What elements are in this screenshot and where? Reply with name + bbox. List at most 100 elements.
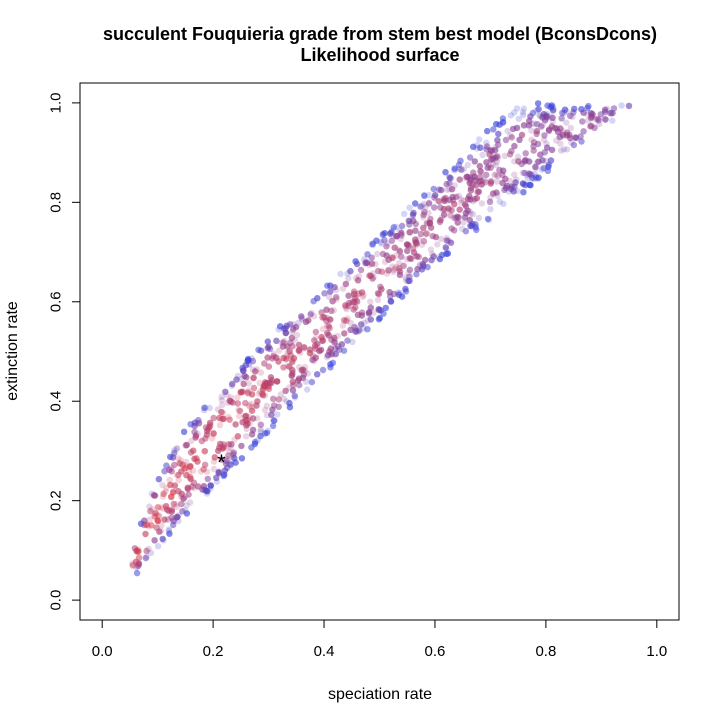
scatter-point <box>203 468 211 475</box>
scatter-point <box>539 114 546 121</box>
scatter-point <box>287 339 294 346</box>
scatter-point <box>178 468 185 475</box>
scatter-point <box>187 474 194 481</box>
scatter-point <box>257 347 265 354</box>
scatter-point <box>225 452 232 459</box>
scatter-point <box>534 121 541 128</box>
scatter-point <box>324 329 331 337</box>
scatter-point <box>496 166 503 174</box>
y-tick-label: 0.4 <box>48 391 65 412</box>
scatter-point <box>570 141 578 149</box>
scatter-point <box>268 376 275 384</box>
scatter-point <box>270 395 277 402</box>
scatter-point <box>190 467 197 474</box>
scatter-point <box>548 123 556 130</box>
scatter-point <box>270 353 277 360</box>
scatter-point <box>213 474 220 481</box>
scatter-point <box>477 144 484 151</box>
scatter-point <box>358 289 366 296</box>
scatter-point <box>250 374 257 382</box>
scatter-point <box>499 119 506 127</box>
scatter-point <box>534 121 541 128</box>
scatter-point <box>487 147 494 154</box>
scatter-point <box>447 239 455 246</box>
scatter-point <box>423 230 430 237</box>
scatter-point <box>535 106 542 113</box>
scatter-point <box>601 106 609 114</box>
scatter-point <box>202 487 209 494</box>
scatter-point <box>464 161 471 169</box>
scatter-point <box>135 560 143 568</box>
scatter-point <box>409 211 417 219</box>
scatter-point <box>218 408 225 416</box>
scatter-point <box>387 298 395 305</box>
scatter-point <box>190 484 197 492</box>
scatter-point <box>405 277 412 285</box>
scatter-point <box>477 173 484 181</box>
scatter-point <box>544 167 552 175</box>
scatter-point <box>354 298 361 305</box>
scatter-point <box>385 256 392 263</box>
scatter-point <box>248 391 256 398</box>
scatter-point <box>329 359 337 366</box>
scatter-point <box>494 137 501 144</box>
scatter-point <box>328 336 335 343</box>
scatter-point <box>494 192 501 199</box>
scatter-point <box>267 374 275 381</box>
scatter-point <box>331 284 338 291</box>
scatter-point <box>483 171 490 179</box>
scatter-point <box>289 356 296 363</box>
scatter-point <box>609 109 616 117</box>
scatter-point <box>500 200 507 207</box>
scatter-point <box>205 425 212 433</box>
scatter-point <box>420 211 427 218</box>
scatter-point <box>352 304 359 311</box>
scatter-point <box>477 168 484 175</box>
scatter-point <box>510 125 517 133</box>
scatter-point <box>456 176 463 183</box>
scatter-point <box>487 147 494 154</box>
scatter-point <box>350 288 358 295</box>
scatter-point <box>447 239 455 246</box>
scatter-point <box>526 158 533 165</box>
scatter-point <box>349 299 357 306</box>
scatter-point <box>274 378 281 385</box>
scatter-point <box>526 158 533 165</box>
scatter-point <box>472 173 479 180</box>
scatter-point <box>388 227 396 234</box>
scatter-point <box>292 323 300 331</box>
scatter-point <box>493 120 500 128</box>
scatter-point <box>560 146 568 153</box>
scatter-point <box>473 226 480 234</box>
scatter-point <box>265 343 272 350</box>
scatter-point <box>243 422 250 429</box>
scatter-point <box>375 290 383 298</box>
scatter-point <box>526 117 533 125</box>
scatter-point <box>232 421 239 428</box>
scatter-point <box>504 127 511 135</box>
scatter-point <box>412 236 419 243</box>
scatter-point <box>572 134 580 142</box>
scatter-point <box>168 464 175 472</box>
scatter-point <box>421 208 428 216</box>
scatter-point <box>269 422 277 430</box>
scatter-point <box>257 421 264 428</box>
scatter-point <box>395 291 403 298</box>
scatter-point <box>458 199 465 206</box>
scatter-point <box>534 159 541 166</box>
scatter-point <box>134 563 141 570</box>
scatter-point <box>412 220 419 228</box>
scatter-point <box>153 524 160 531</box>
scatter-point <box>132 558 140 565</box>
scatter-point <box>420 224 427 232</box>
scatter-point <box>460 197 467 204</box>
scatter-point <box>444 250 452 257</box>
scatter-point <box>286 404 294 411</box>
scatter-point <box>244 389 252 396</box>
scatter-point <box>225 441 232 448</box>
scatter-point <box>520 122 528 129</box>
scatter-point <box>409 211 417 219</box>
scatter-point <box>377 307 384 314</box>
scatter-point <box>537 151 544 158</box>
scatter-point <box>547 157 555 164</box>
